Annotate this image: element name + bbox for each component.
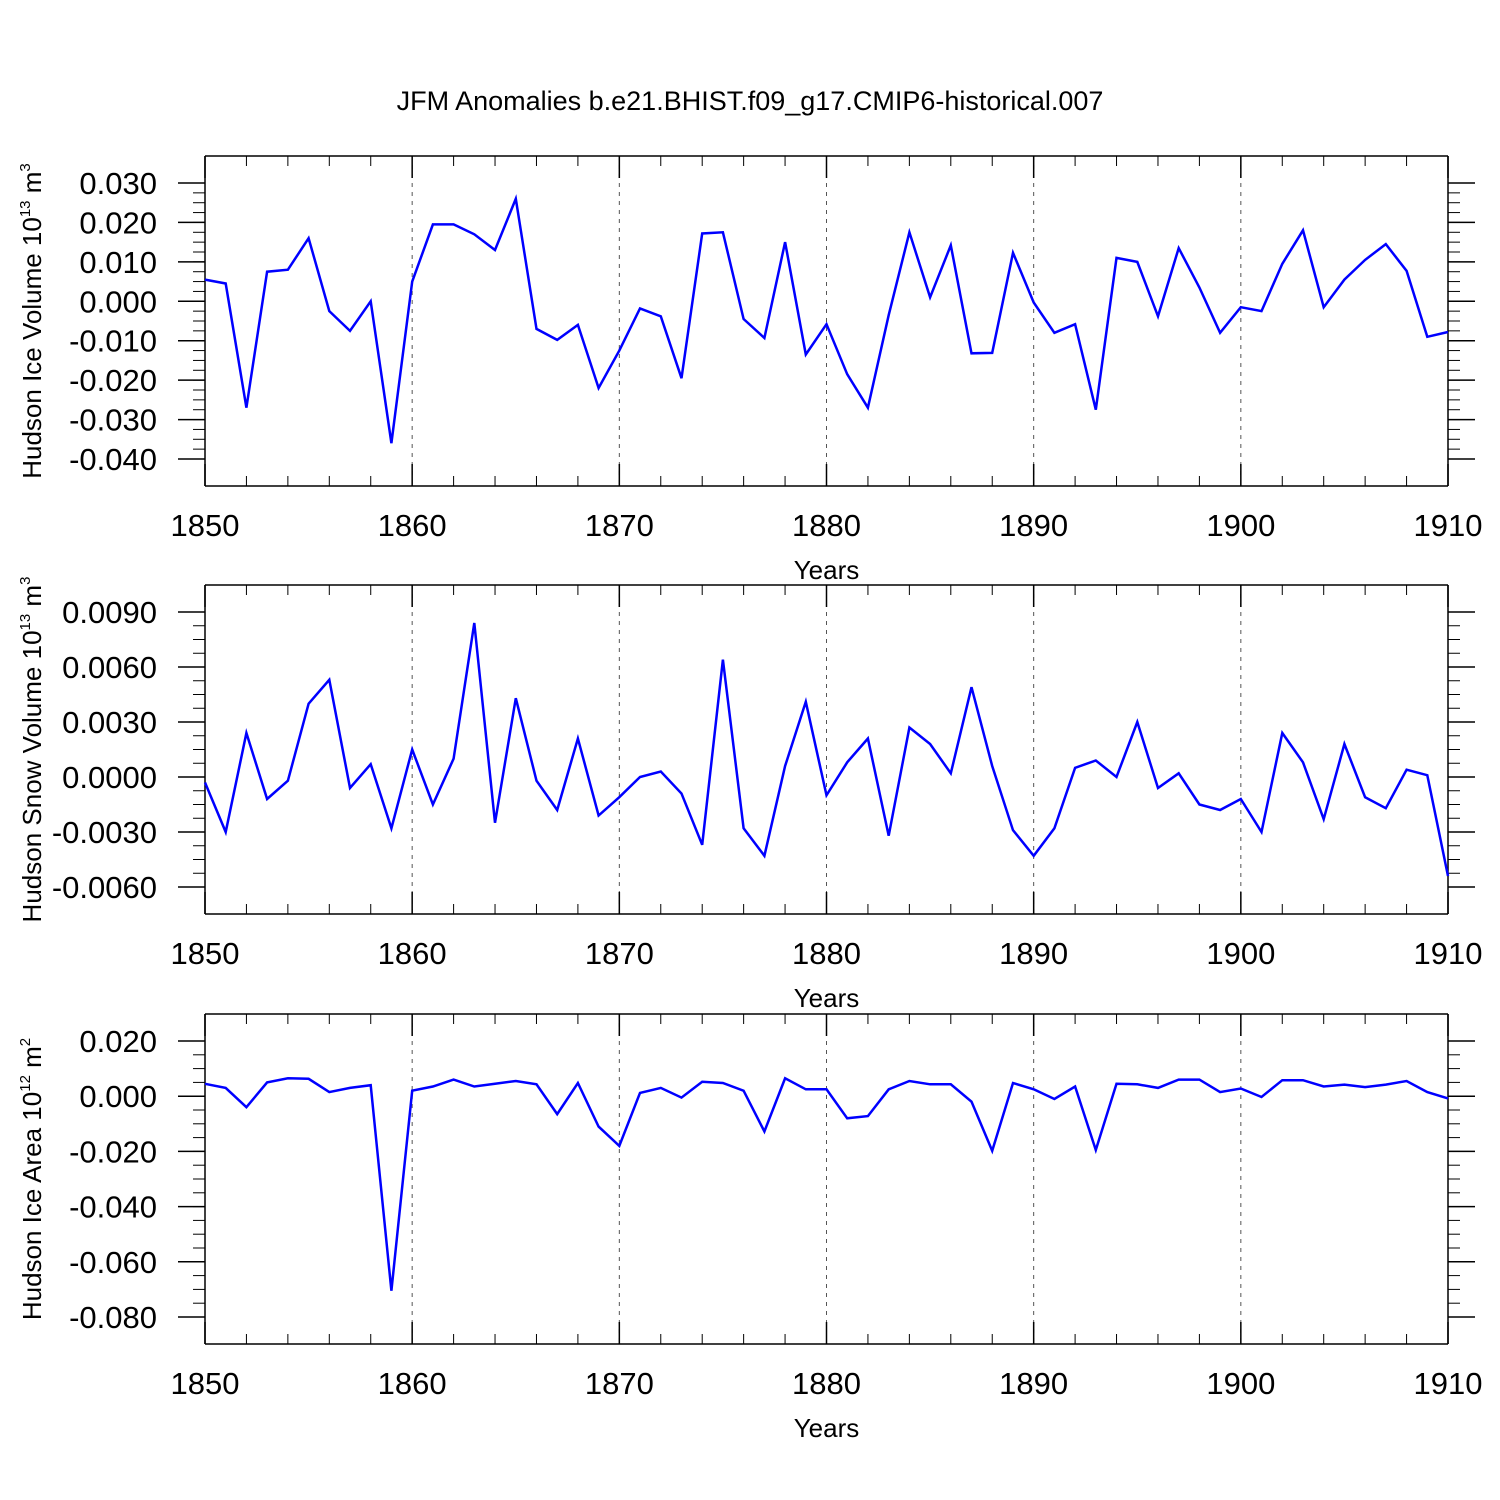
y-axis-title: Hudson Ice Volume 1013 m3 [17,163,47,479]
x-tick-label: 1860 [378,508,447,543]
chart-title: JFM Anomalies b.e21.BHIST.f09_g17.CMIP6-… [397,86,1104,116]
y-tick-label: 0.0000 [62,760,157,795]
x-tick-label: 1910 [1414,508,1483,543]
y-tick-label: 0.020 [79,205,157,240]
panels: 1850 1860 1870 1880 1890 1900 1910 0.030 0.020 0.… [17,155,1483,1443]
y-axis-title-unit-exp: 2 [17,1038,34,1046]
x-tick-label: 1890 [999,936,1068,971]
x-tick-label: 1900 [1206,508,1275,543]
chart-panel-2: 1850 1860 1870 1880 1890 1900 1910 0.0090 0.0060… [17,577,1482,1013]
y-tick-label: 0.010 [79,245,157,280]
x-tick-label: 1860 [378,936,447,971]
y-axis-title-exp: 12 [17,1075,34,1092]
y-tick-label: 0.0030 [62,705,157,740]
x-tick-label: 1850 [171,508,240,543]
y-tick-label: -0.010 [69,324,157,359]
y-tick-label: 0.000 [79,284,157,319]
y-tick-label: 0.020 [79,1024,157,1059]
x-axis-title: Years [794,983,860,1013]
y-tick-label: 0.000 [79,1079,157,1114]
y-tick-label: -0.0060 [52,870,157,905]
y-axis-title-exp: 13 [17,614,34,631]
y-axis-title-unit-exp: 3 [17,163,34,171]
x-tick-label: 1870 [585,1366,654,1401]
y-tick-label: 0.030 [79,166,157,201]
x-tick-label: 1870 [585,936,654,971]
y-axis-title-unit: m [17,172,47,201]
x-tick-label: 1880 [792,508,861,543]
x-tick-label: 1850 [171,936,240,971]
x-tick-label: 1870 [585,508,654,543]
series-line-3 [204,1076,1449,1291]
y-tick-label: 0.0090 [62,595,157,630]
y-tick-label: -0.080 [69,1300,157,1335]
y-axis-title-unit: m [17,585,47,614]
y-tick-label: -0.020 [69,1134,157,1169]
y-axis-title-base: Hudson Snow Volume 10 [17,630,47,922]
series-line-2 [203,622,1450,877]
x-axis-title: Years [794,1413,860,1443]
y-axis-title-exp: 13 [17,200,34,217]
y-axis-title-unit: m [17,1046,47,1075]
x-tick-label: 1910 [1414,936,1483,971]
y-axis-title-base: Hudson Ice Volume 10 [17,217,47,479]
x-tick-label: 1890 [999,1366,1068,1401]
y-tick-label: -0.040 [69,442,157,477]
y-tick-label: -0.030 [69,403,157,438]
x-tick-label: 1890 [999,508,1068,543]
x-tick-label: 1880 [792,936,861,971]
x-tick-label: 1850 [171,1366,240,1401]
x-tick-label: 1900 [1206,936,1275,971]
chart-panel-3: 1850 1860 1870 1880 1890 1900 1910 0.020 0.000 -0… [17,1013,1483,1443]
x-tick-label: 1880 [792,1366,861,1401]
x-tick-label: 1860 [378,1366,447,1401]
x-axis-title: Years [794,555,860,585]
chart-panel-1: 1850 1860 1870 1880 1890 1900 1910 0.030 0.020 0.… [17,155,1483,585]
series-line-1 [204,194,1449,444]
x-tick-label: 1910 [1414,1366,1483,1401]
y-tick-label: -0.060 [69,1245,157,1280]
y-axis-title-base: Hudson Ice Area 10 [17,1092,47,1320]
y-tick-label: -0.020 [69,363,157,398]
x-tick-label: 1900 [1206,1366,1275,1401]
y-axis-title-unit-exp: 3 [17,577,34,585]
y-tick-label: 0.0060 [62,650,157,685]
y-axis-title: Hudson Ice Area 1012 m2 [17,1038,47,1320]
y-axis-title: Hudson Snow Volume 1013 m3 [17,577,47,923]
y-tick-label: -0.040 [69,1190,157,1225]
y-tick-label: -0.0030 [52,815,157,850]
